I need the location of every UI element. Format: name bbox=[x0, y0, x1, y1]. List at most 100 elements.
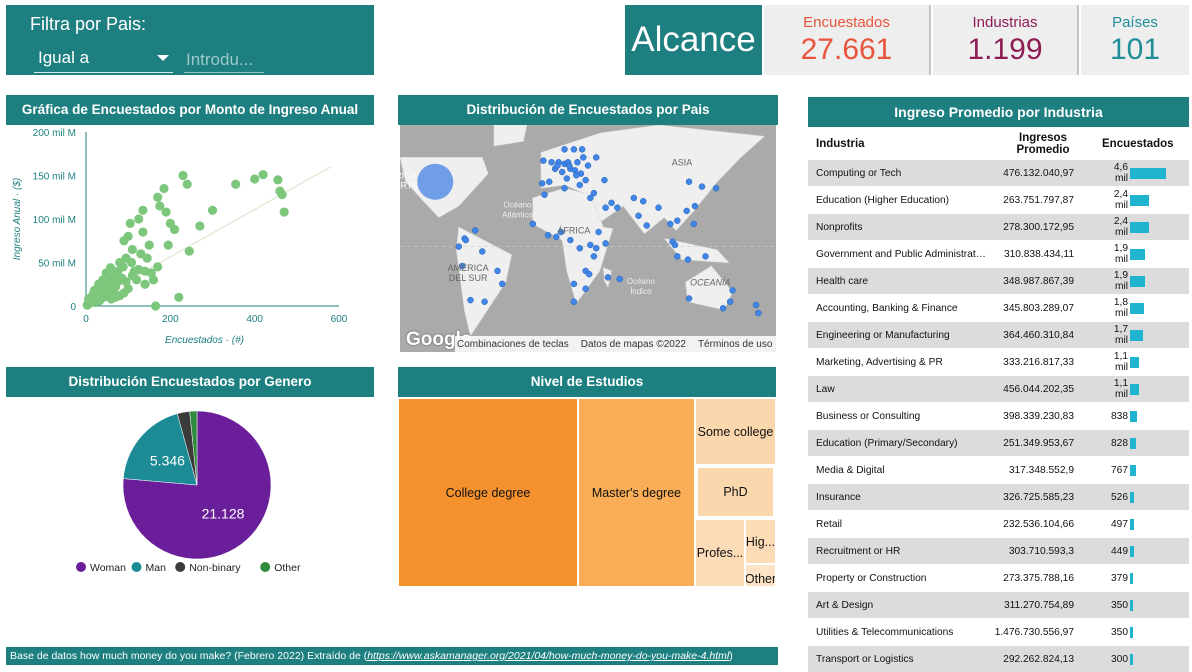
table-row[interactable]: Education (Higher Education) 263.751.797,… bbox=[808, 187, 1189, 214]
scatter-point[interactable] bbox=[250, 174, 260, 184]
country-bubble[interactable] bbox=[554, 162, 561, 169]
country-bubble[interactable] bbox=[595, 228, 602, 236]
country-bubble[interactable] bbox=[643, 222, 650, 229]
table-row[interactable]: Recruitment or HR 303.710.593,3 449 bbox=[808, 538, 1189, 565]
scatter-point[interactable] bbox=[148, 275, 159, 285]
country-bubble[interactable] bbox=[462, 236, 470, 244]
country-bubble[interactable] bbox=[674, 253, 681, 260]
country-bubble[interactable] bbox=[494, 267, 501, 275]
country-bubble[interactable] bbox=[698, 183, 706, 190]
country-bubble[interactable] bbox=[702, 253, 709, 260]
column-header-ingresos[interactable]: Ingresos Promedio bbox=[1016, 131, 1070, 156]
country-bubble[interactable] bbox=[691, 202, 699, 210]
pie-slice[interactable] bbox=[122, 410, 272, 560]
table-row[interactable]: Accounting, Banking & Finance 345.803.289… bbox=[808, 295, 1189, 322]
treemap-cell[interactable]: PhD bbox=[695, 465, 776, 519]
country-bubble[interactable] bbox=[570, 298, 578, 305]
country-bubble[interactable] bbox=[601, 176, 608, 184]
table-row[interactable]: Art & Design 311.270.754,89 350 bbox=[808, 592, 1189, 619]
country-bubble[interactable] bbox=[604, 274, 612, 281]
scatter-point[interactable] bbox=[279, 207, 289, 217]
country-bubble[interactable] bbox=[655, 204, 662, 211]
country-bubble[interactable] bbox=[590, 189, 598, 197]
country-bubble[interactable] bbox=[578, 146, 586, 153]
scatter-point[interactable] bbox=[277, 190, 287, 200]
column-header-industria[interactable]: Industria bbox=[816, 137, 865, 150]
table-row[interactable]: Transport or Logistics 292.262.824,13 300 bbox=[808, 646, 1189, 672]
country-bubble[interactable] bbox=[467, 296, 474, 304]
table-row[interactable]: Media & Digital 317.348.552,9 767 bbox=[808, 457, 1189, 484]
country-bubble[interactable] bbox=[561, 146, 568, 153]
scatter-point[interactable] bbox=[182, 179, 192, 189]
treemap-cell[interactable]: Other bbox=[745, 564, 776, 587]
scatter-point[interactable] bbox=[113, 266, 123, 276]
table-row[interactable]: Engineering or Manufacturing 364.460.310,… bbox=[808, 322, 1189, 349]
legend-label[interactable]: Man bbox=[146, 562, 167, 574]
scatter-point[interactable] bbox=[125, 218, 135, 228]
gender-pie-chart[interactable]: 21.128 5.346 Woman Man Non-binary Other bbox=[6, 397, 374, 582]
scatter-point[interactable] bbox=[126, 257, 137, 268]
treemap-cell[interactable]: Master's degree bbox=[578, 398, 695, 587]
map-terms-link[interactable]: Términos de uso bbox=[697, 338, 773, 350]
filter-value-input[interactable] bbox=[184, 43, 264, 73]
education-treemap[interactable]: College degree Master's degree Some coll… bbox=[398, 398, 776, 587]
world-map-canvas[interactable]: ASIA ÁFRICA AMÉRICA DEL SUR OCEANÍA Océano Atl… bbox=[400, 125, 776, 352]
scatter-point[interactable] bbox=[163, 240, 173, 250]
country-bubble[interactable] bbox=[529, 220, 537, 228]
scatter-chart[interactable]: 0 200 400 600 0 50 mil M 100 mil M 150 mil M 200… bbox=[6, 125, 374, 357]
scatter-point[interactable] bbox=[174, 292, 184, 302]
country-bubble[interactable] bbox=[567, 236, 574, 244]
table-row[interactable]: Education (Primary/Secondary) 251.349.953… bbox=[808, 430, 1189, 457]
country-bubble[interactable] bbox=[544, 232, 552, 239]
country-bubble[interactable] bbox=[683, 207, 690, 215]
country-bubble[interactable] bbox=[565, 162, 573, 169]
country-bubble[interactable] bbox=[674, 217, 681, 224]
column-header-encuestados[interactable]: Encuestados bbox=[1102, 137, 1174, 150]
country-bubble[interactable] bbox=[602, 204, 609, 211]
country-bubble[interactable] bbox=[570, 146, 578, 153]
country-bubble[interactable] bbox=[752, 301, 760, 309]
scatter-point[interactable] bbox=[150, 301, 161, 311]
legend-label[interactable]: Non-binary bbox=[189, 562, 241, 574]
scatter-point[interactable] bbox=[153, 192, 163, 202]
table-row[interactable]: Utilities & Telecommunications 1.476.730.… bbox=[808, 619, 1189, 646]
scatter-point[interactable] bbox=[140, 279, 150, 289]
scatter-point[interactable] bbox=[161, 207, 171, 217]
scatter-point[interactable] bbox=[184, 246, 194, 256]
country-bubble[interactable] bbox=[576, 244, 584, 252]
table-row[interactable]: Government and Public Administrati... 310… bbox=[808, 241, 1189, 268]
country-bubble[interactable] bbox=[481, 298, 488, 305]
scatter-point[interactable] bbox=[165, 218, 175, 228]
table-row[interactable]: Nonprofits 278.300.172,95 2,4 mil bbox=[808, 214, 1189, 241]
scatter-point[interactable] bbox=[231, 179, 241, 189]
source-link[interactable]: https://www.askamanager.org/2021/04/how-… bbox=[367, 650, 730, 662]
country-bubble[interactable] bbox=[582, 176, 589, 184]
scatter-point[interactable] bbox=[273, 175, 283, 185]
pie-slice[interactable] bbox=[123, 413, 198, 486]
table-row[interactable]: Property or Construction 273.375.788,16 37… bbox=[808, 565, 1189, 592]
country-bubble[interactable] bbox=[630, 194, 638, 202]
country-bubble[interactable] bbox=[608, 199, 615, 207]
table-row[interactable]: Computing or Tech 476.132.040,97 4,6 mil bbox=[808, 160, 1189, 187]
country-bubble[interactable] bbox=[684, 256, 692, 263]
country-bubble[interactable] bbox=[685, 178, 693, 185]
legend-label[interactable]: Woman bbox=[90, 562, 126, 574]
country-bubble[interactable] bbox=[592, 244, 600, 252]
scatter-point[interactable] bbox=[97, 278, 107, 288]
scatter-point[interactable] bbox=[106, 294, 116, 304]
country-bubble[interactable] bbox=[584, 162, 592, 169]
country-bubble[interactable] bbox=[616, 275, 623, 283]
scatter-point[interactable] bbox=[146, 268, 156, 278]
table-row[interactable]: Law 456.044.202,35 1,1 mil bbox=[808, 376, 1189, 403]
scatter-point[interactable] bbox=[138, 205, 148, 215]
country-bubble[interactable] bbox=[639, 197, 647, 205]
country-bubble[interactable] bbox=[570, 280, 578, 288]
country-bubble[interactable] bbox=[685, 295, 693, 302]
chevron-down-icon[interactable] bbox=[157, 55, 169, 61]
scatter-point[interactable] bbox=[90, 297, 100, 308]
country-bubble[interactable] bbox=[557, 228, 565, 236]
table-row[interactable]: Insurance 326.725.585,23 526 bbox=[808, 484, 1189, 511]
scatter-point[interactable] bbox=[138, 227, 148, 237]
country-bubble[interactable] bbox=[479, 248, 486, 255]
country-bubble[interactable] bbox=[690, 220, 697, 228]
